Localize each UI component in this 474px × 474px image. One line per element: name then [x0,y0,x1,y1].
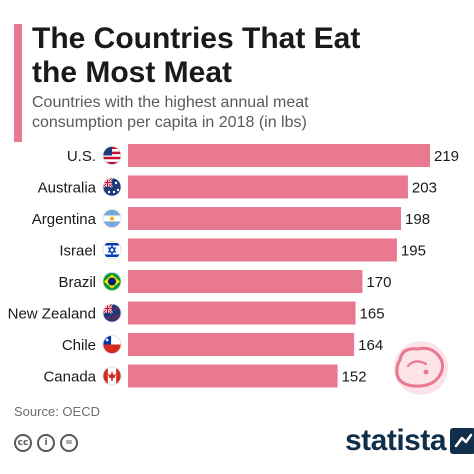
category-label: Canada [43,369,96,386]
bar-row: Argentina 198 [32,207,430,230]
bar-row: New Zealand 165 [8,301,385,325]
bar-row: Australia 203 [38,175,437,199]
page-title: The Countries That Eat the Most Meat [32,22,462,90]
value-label: 165 [360,306,385,323]
value-label: 152 [342,369,367,386]
australia-flag-icon [102,177,122,197]
category-label: Israel [59,243,96,260]
value-label: 219 [434,148,459,165]
category-label: U.S. [67,148,96,165]
value-label: 170 [366,274,391,291]
israel-flag-icon [102,240,122,260]
statista-logo: statista [345,424,474,458]
category-label: Chile [62,337,96,354]
statista-mark-icon [450,428,474,454]
bar [128,144,430,167]
license-icons: cc i = [14,434,78,452]
source-note: Source: OECD [14,404,100,419]
category-label: Argentina [32,211,97,228]
bar [128,270,363,293]
chart-subtitle: Countries with the highest annual meat c… [32,93,452,133]
bar [128,238,397,262]
title-line-2: the Most Meat [32,56,233,89]
bar [128,207,402,230]
bar [128,364,338,388]
value-label: 164 [358,337,383,354]
category-label: Australia [38,180,97,197]
us-flag-icon [102,146,122,165]
attribution-icon: i [37,434,55,452]
brazil-flag-icon [102,272,122,291]
new-zealand-flag-icon [102,303,122,323]
chile-flag-icon [102,335,122,354]
canada-flag-icon [102,366,122,386]
steak-icon [394,341,448,395]
argentina-flag-icon [102,209,122,228]
bar [128,301,356,325]
subtitle-line-2: consumption per capita in 2018 (in lbs) [32,114,307,131]
bar-row: Canada 152 [43,364,367,388]
value-label: 195 [401,243,426,260]
bar-row: U.S. 219 [67,144,459,167]
no-derivatives-icon: = [60,434,78,452]
value-label: 203 [412,180,437,197]
category-label: Brazil [58,274,96,291]
bar [128,175,408,199]
title-line-1: The Countries That Eat [32,22,361,55]
brand-wordmark: statista [345,424,447,457]
subtitle-line-1: Countries with the highest annual meat [32,94,309,111]
bar-row: Israel 195 [59,238,426,262]
bar [128,333,355,356]
creative-commons-icon: cc [14,434,32,452]
accent-bar [14,24,22,142]
value-label: 198 [405,211,430,228]
bar-row: Chile 164 [62,333,383,356]
category-label: New Zealand [8,306,96,323]
bar-row: Brazil 170 [58,270,391,293]
